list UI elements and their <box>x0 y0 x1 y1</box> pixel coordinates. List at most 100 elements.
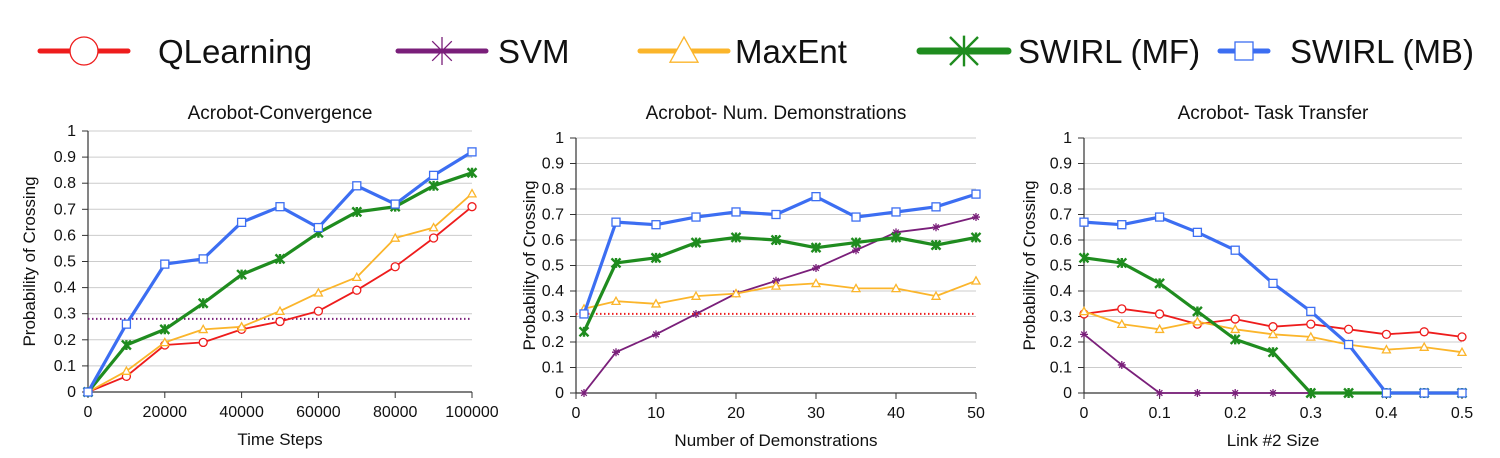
y-tick-label: 0.2 <box>54 332 76 349</box>
x-tick-label: 40 <box>887 405 905 422</box>
data-point-swirl-mb <box>1306 306 1316 317</box>
x-tick-label: 0.5 <box>1451 405 1473 422</box>
data-point-swirl-mb <box>1381 388 1392 398</box>
data-point-qlearning <box>198 337 208 348</box>
y-tick-label: 0.2 <box>1050 334 1072 351</box>
num-demonstrations-chart: 00.10.20.30.40.50.60.70.80.910 10 20 30 40 50… <box>520 103 985 450</box>
y-axis-label: Probability of Crossing <box>1020 180 1039 350</box>
data-point-swirl-mf <box>197 297 209 309</box>
x-tick-label: 100000 <box>445 404 498 421</box>
x-tick-label: 10 <box>647 405 665 422</box>
data-point-swirl-mf <box>159 324 171 335</box>
data-point-swirl-mf <box>1078 252 1090 264</box>
series-line-qlearning <box>87 206 473 393</box>
x-tick-label: 20000 <box>143 404 188 421</box>
data-point-swirl-mf <box>650 252 662 264</box>
data-point-svm <box>652 330 660 339</box>
data-point-qlearning <box>1343 324 1354 334</box>
y-tick-label: 0 <box>555 385 564 402</box>
x-tick-label: 30 <box>807 405 825 422</box>
chart-legend: QLearning SVM MaxEnt SWIRL (MF) SWIRL (MB) <box>37 33 1474 70</box>
data-point-swirl-mf <box>1192 306 1203 317</box>
data-point-qlearning <box>1381 329 1392 340</box>
data-point-qlearning <box>1457 332 1467 342</box>
data-point-swirl-mf <box>810 242 822 253</box>
x-axis-label: Time Steps <box>237 430 322 449</box>
data-point-maxent <box>650 298 662 308</box>
data-point-maxent <box>1078 306 1090 316</box>
data-point-swirl-mf <box>236 269 247 280</box>
series-qlearning <box>1079 304 1467 342</box>
data-point-swirl-mf <box>1343 387 1354 399</box>
legend-label-swirl-mb: SWIRL (MB) <box>1290 33 1474 70</box>
data-point-maxent <box>351 271 362 282</box>
data-point-swirl-mb <box>971 189 981 199</box>
data-point-swirl-mf <box>578 326 590 338</box>
data-point-swirl-mb <box>1268 278 1278 289</box>
data-point-qlearning <box>275 316 285 327</box>
series-line-swirl-mf <box>582 235 977 333</box>
data-point-svm <box>1269 389 1277 397</box>
data-point-swirl-mb <box>1154 212 1165 222</box>
y-tick-label: 0.1 <box>542 360 564 377</box>
y-tick-label: 1 <box>1063 130 1072 147</box>
data-point-maxent <box>1305 331 1316 341</box>
series-swirl-mf <box>578 232 982 338</box>
data-point-maxent <box>236 321 247 331</box>
data-point-swirl-mf <box>1305 387 1317 399</box>
y-tick-label: 1 <box>67 123 76 140</box>
data-point-swirl-mf <box>610 257 622 269</box>
y-tick-label: 0.7 <box>54 201 76 218</box>
data-point-svm <box>1117 360 1126 369</box>
data-point-qlearning <box>467 202 477 212</box>
series-maxent <box>578 275 982 313</box>
data-point-maxent <box>1419 341 1430 351</box>
data-point-svm <box>852 246 860 255</box>
data-point-qlearning <box>1117 304 1127 314</box>
y-tick-label: 0.2 <box>542 334 564 351</box>
data-point-maxent <box>890 283 902 293</box>
y-tick-label: 0.7 <box>542 207 564 224</box>
legend-marker-qlearning <box>69 36 99 66</box>
data-point-swirl-mb <box>931 202 941 212</box>
data-point-swirl-mb <box>275 202 285 212</box>
data-point-swirl-mb <box>198 254 208 264</box>
data-point-swirl-mb <box>467 147 477 157</box>
data-point-swirl-mb <box>891 207 901 217</box>
data-point-maxent <box>159 337 170 347</box>
legend-marker-svm <box>428 37 456 65</box>
y-tick-label: 0.8 <box>1050 181 1072 198</box>
data-point-swirl-mf <box>770 234 782 246</box>
data-point-maxent <box>1116 318 1127 329</box>
series-maxent <box>1078 306 1468 357</box>
y-tick-label: 0 <box>67 384 76 401</box>
series-line-svm <box>1083 333 1462 394</box>
data-point-swirl-mb <box>390 199 400 209</box>
data-point-svm <box>892 228 900 237</box>
legend-label-swirl-mf: SWIRL (MF) <box>1018 33 1200 70</box>
y-tick-label: 0.4 <box>542 283 564 300</box>
y-tick-label: 0.6 <box>1050 232 1072 249</box>
data-point-swirl-mb <box>851 212 861 222</box>
y-tick-label: 0.7 <box>1050 207 1072 224</box>
x-tick-label: 0 <box>84 404 93 421</box>
data-point-maxent <box>970 275 982 285</box>
data-point-swirl-mb <box>651 220 661 230</box>
series-swirl-mf <box>82 167 478 398</box>
data-point-maxent <box>1192 316 1203 326</box>
y-tick-label: 0.6 <box>54 227 76 244</box>
legend-marker-maxent <box>668 35 700 63</box>
data-point-swirl-mb <box>1079 217 1089 227</box>
data-point-swirl-mb <box>160 259 170 269</box>
data-point-swirl-mf <box>730 232 742 243</box>
data-point-maxent <box>730 288 742 298</box>
x-axis-label: Number of Demonstrations <box>674 431 877 450</box>
data-point-swirl-mb <box>236 217 247 227</box>
series-swirl-mb <box>1079 212 1467 398</box>
data-point-swirl-mb <box>1457 388 1467 398</box>
data-point-maxent <box>390 232 401 242</box>
x-tick-label: 60000 <box>296 404 341 421</box>
data-point-swirl-mb <box>1117 220 1127 230</box>
data-point-maxent <box>810 278 822 288</box>
data-point-svm <box>580 389 588 397</box>
